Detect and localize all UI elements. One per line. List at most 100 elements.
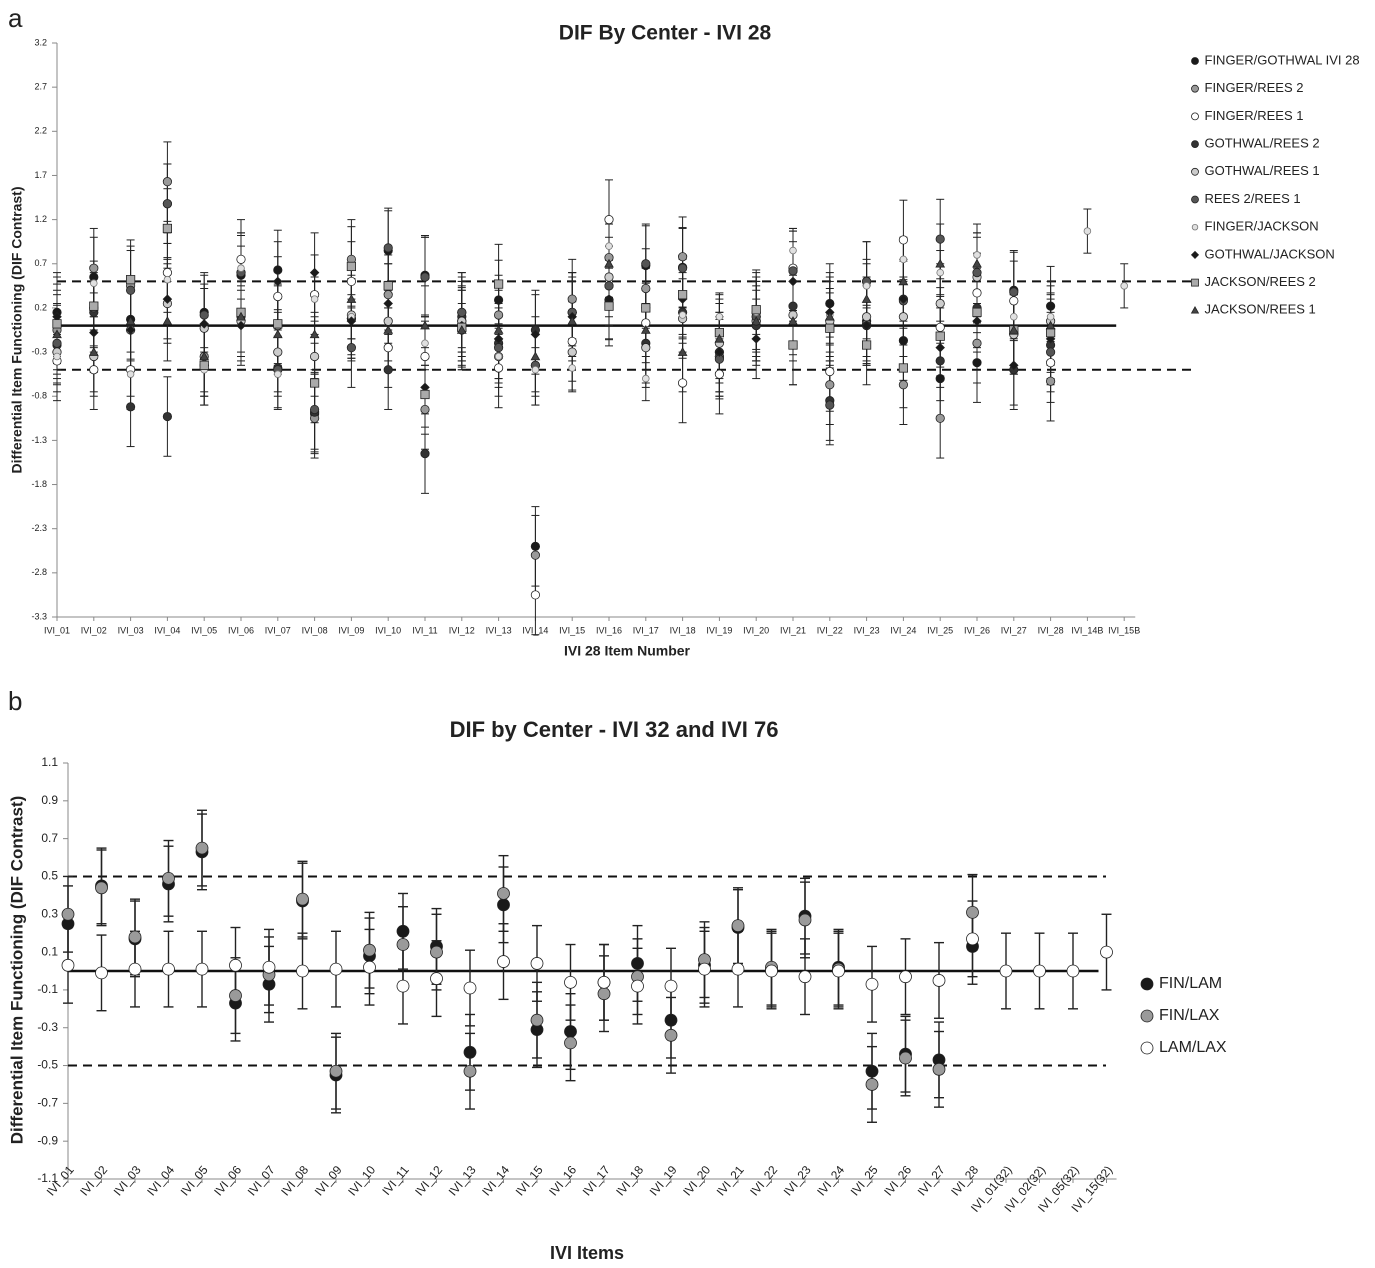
data-point: [698, 962, 711, 976]
data-point: [999, 964, 1013, 978]
data-point: [861, 312, 872, 322]
data-point: [972, 288, 982, 298]
data-point: [309, 378, 320, 388]
data-point: [641, 283, 651, 294]
data-point: [272, 329, 283, 339]
data-point: [463, 981, 477, 995]
data-point: [396, 938, 410, 951]
data-point: [899, 1051, 912, 1065]
data-point: [932, 1062, 946, 1076]
x-tick-label: IVI_26: [881, 1163, 914, 1199]
data-point: [788, 266, 798, 276]
data-point: [567, 347, 577, 357]
data-point: [935, 298, 945, 309]
y-tick-label: -0.1: [37, 982, 58, 996]
data-point: [1008, 324, 1019, 334]
legend-marker: [1191, 223, 1199, 231]
data-point: [641, 343, 651, 353]
data-point: [898, 335, 909, 346]
data-point: [1046, 312, 1055, 321]
legend-label: FIN/LAM: [1159, 975, 1222, 992]
data-point: [972, 258, 982, 268]
data-point: [1009, 296, 1019, 306]
data-point: [935, 331, 945, 341]
data-point: [493, 343, 504, 353]
y-tick-label: -0.5: [37, 1058, 58, 1072]
x-tick-label: IVI_25: [927, 625, 953, 635]
y-tick-label: 3.2: [34, 37, 47, 47]
x-tick-label: IVI_17: [580, 1163, 613, 1199]
data-point: [1046, 301, 1056, 311]
data-point: [309, 351, 320, 362]
data-point: [420, 449, 430, 459]
data-point: [329, 962, 343, 976]
y-tick-label: 0.5: [41, 869, 58, 883]
data-point: [935, 258, 946, 268]
data-point: [396, 924, 410, 938]
data-point: [463, 1064, 477, 1078]
data-point: [966, 932, 979, 946]
data-point: [898, 235, 909, 245]
x-tick-label: IVI_19: [706, 625, 732, 635]
data-point: [199, 319, 209, 329]
x-tick-label: IVI_25: [848, 1163, 881, 1199]
data-point: [567, 316, 578, 325]
legend-label: GOTHWAL/REES 2: [1205, 136, 1320, 151]
data-point: [567, 336, 577, 347]
data-point: [420, 404, 430, 415]
data-point: [262, 960, 276, 974]
data-point: [199, 310, 209, 320]
data-point: [162, 177, 172, 187]
data-point: [832, 964, 845, 978]
data-point: [664, 1013, 678, 1027]
x-tick-label: IVI_27: [1001, 625, 1027, 635]
data-point: [236, 254, 246, 264]
data-point: [788, 276, 798, 287]
data-point: [1045, 320, 1056, 330]
x-tick-label: IVI_21: [780, 625, 806, 635]
panel-label: a: [8, 3, 23, 33]
data-point: [457, 307, 467, 317]
x-tick-label: IVI_02: [81, 625, 107, 635]
y-tick-label: -0.7: [37, 1096, 58, 1110]
data-point: [162, 199, 172, 209]
legend-label: FINGER/REES 2: [1205, 80, 1304, 95]
x-tick-label: IVI_24: [890, 625, 916, 635]
data-point: [898, 380, 909, 390]
legend-label: FINGER/GOTHWAL IVI 28: [1205, 52, 1360, 67]
data-point: [678, 290, 688, 300]
data-point: [273, 265, 283, 275]
legend-marker: [1140, 977, 1154, 991]
legend-marker: [1191, 278, 1199, 287]
data-point: [126, 402, 136, 412]
data-point: [309, 329, 320, 339]
data-point: [865, 977, 879, 991]
data-point: [126, 370, 135, 378]
x-tick-label: IVI_03: [118, 625, 144, 635]
x-tick-label: IVI_26: [964, 625, 990, 635]
data-point: [237, 264, 245, 272]
data-point: [932, 974, 946, 987]
data-point: [788, 340, 798, 350]
data-point: [1046, 347, 1056, 357]
data-point: [898, 363, 909, 373]
data-point: [798, 913, 812, 927]
data-point: [1120, 282, 1128, 290]
data-point: [715, 312, 724, 321]
data-point: [604, 258, 614, 268]
data-point: [162, 871, 175, 885]
y-tick-label: 1.7: [34, 170, 47, 180]
x-tick-label: IVI_05: [178, 1163, 211, 1199]
x-tick-label: IVI_09: [338, 625, 364, 635]
data-point: [162, 411, 172, 422]
y-tick-label: 0.7: [41, 831, 58, 845]
data-point: [396, 979, 410, 993]
data-point: [898, 312, 909, 322]
data-point: [935, 356, 945, 366]
data-point: [493, 324, 504, 334]
data-point: [935, 322, 945, 332]
data-point: [677, 378, 688, 388]
y-tick-label: 0.1: [41, 944, 58, 958]
x-tick-label: IVI_18: [613, 1163, 646, 1199]
data-point: [346, 261, 357, 272]
